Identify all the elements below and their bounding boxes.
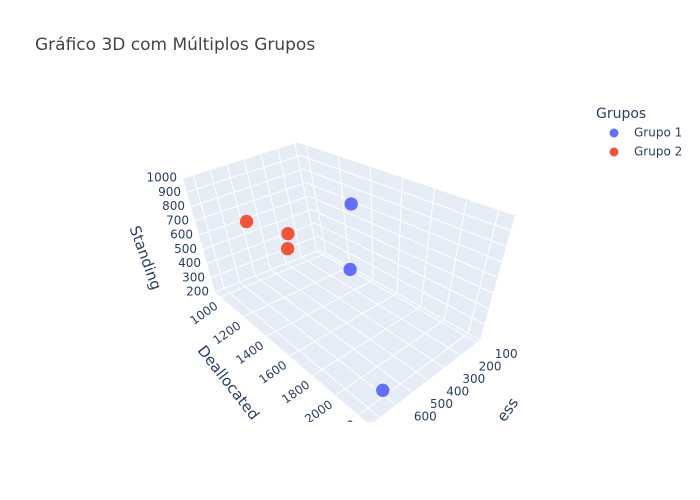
point <box>342 262 358 277</box>
grid-line <box>266 279 374 337</box>
grid-line <box>311 209 494 294</box>
grid-line <box>303 168 507 247</box>
grid-line <box>220 252 327 298</box>
x-tick-label: 200 <box>479 360 502 374</box>
floor <box>215 250 480 422</box>
y-tick-label: 1000 <box>187 299 220 328</box>
z-tick-label: 800 <box>162 199 185 213</box>
y-tick-label: 1800 <box>279 378 312 407</box>
z-tick-label: 900 <box>158 185 181 199</box>
grid-line <box>190 168 304 207</box>
x-tick-label: 500 <box>430 397 453 411</box>
legend-title: Grupos <box>596 106 646 122</box>
axis-title: ess <box>493 394 522 425</box>
z-tick-label: 1000 <box>146 171 177 185</box>
point <box>343 196 359 212</box>
point <box>375 383 390 398</box>
z-tick-label: 600 <box>170 228 193 242</box>
grid-line <box>198 195 310 236</box>
y-tick-label: 1200 <box>210 318 243 347</box>
x-tick-label: 100 <box>495 347 518 361</box>
y-tick-label: 1400 <box>233 338 266 367</box>
z-tick-label: 700 <box>166 213 189 227</box>
grid-line <box>254 275 413 393</box>
grid-line <box>306 182 503 263</box>
grid-line <box>210 236 318 279</box>
legend-label: Grupo 1 <box>634 126 682 140</box>
grid-line <box>214 249 321 293</box>
grid-line <box>186 155 301 193</box>
grid-line <box>335 319 445 396</box>
grid-line <box>202 209 312 250</box>
z-tick-label: 400 <box>178 256 201 270</box>
z-tick-label: 300 <box>182 270 205 284</box>
grid-line <box>301 256 461 356</box>
axis-title: Standing <box>126 223 166 292</box>
wall <box>298 142 515 340</box>
grid-line <box>297 141 516 216</box>
grid-line <box>270 269 429 381</box>
grid-line <box>312 306 422 377</box>
x-tick-label: 400 <box>446 385 469 399</box>
point <box>280 241 295 256</box>
grid-line <box>206 222 315 264</box>
chart-title: Gráfico 3D com Múltiplos Grupos <box>35 35 315 55</box>
grid-line <box>289 292 398 357</box>
z-tick-label: 500 <box>174 242 197 256</box>
grid-line <box>239 281 397 406</box>
legend-marker <box>609 147 619 157</box>
grid-line <box>314 222 489 310</box>
point <box>239 214 254 229</box>
grid-line <box>308 195 498 278</box>
z-tick-label: 200 <box>186 285 209 299</box>
x-tick-label: 600 <box>414 410 437 424</box>
grid-line <box>300 155 511 232</box>
y-tick-label: 2200 <box>325 417 358 446</box>
grid-line <box>194 182 307 222</box>
grid-line <box>223 287 381 418</box>
legend: Grupo 1 Grupo 2 <box>609 126 682 159</box>
scene: 1002003004005006007001000120014001600180… <box>126 141 522 446</box>
x-tick-label: 300 <box>462 372 485 386</box>
grid-line <box>243 266 350 318</box>
x-tick-label: 700 <box>398 422 421 436</box>
y-tick-label: 2000 <box>302 397 335 426</box>
grid-line <box>317 236 485 325</box>
grid-line <box>358 332 469 416</box>
y-tick-label: 1600 <box>256 358 289 387</box>
grid-line <box>182 141 299 179</box>
grid-line <box>285 263 445 368</box>
legend-label: Grupo 2 <box>634 145 682 159</box>
point <box>280 226 296 241</box>
legend-marker <box>609 128 619 138</box>
